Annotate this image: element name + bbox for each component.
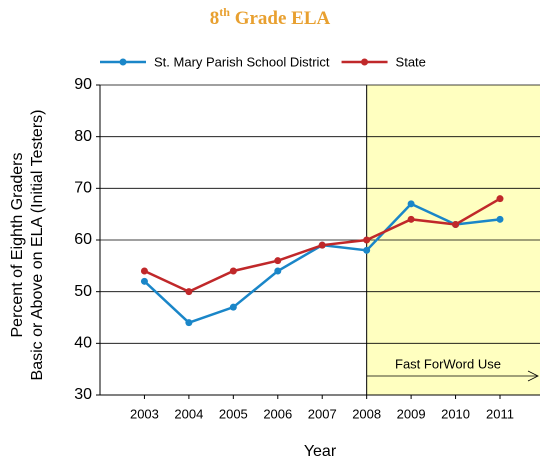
data-point <box>185 288 193 296</box>
y-tick-label: 40 <box>74 335 92 352</box>
y-tick-label: 90 <box>74 76 92 93</box>
x-tick-label: 2010 <box>441 406 470 421</box>
data-point <box>318 241 326 249</box>
data-point <box>229 303 237 311</box>
x-tick-label: 2005 <box>219 406 248 421</box>
x-tick-label: 2006 <box>263 406 292 421</box>
x-tick-label: 2003 <box>130 406 159 421</box>
x-tick-label: 2004 <box>174 406 203 421</box>
legend-marker <box>119 58 127 66</box>
y-tick-label: 80 <box>74 128 92 145</box>
legend-marker <box>361 58 369 66</box>
y-axis-label: Percent of Eighth Graders <box>9 153 26 338</box>
y-axis-label: Basic or Above on ELA (Initial Testers) <box>29 110 46 381</box>
data-point <box>185 319 193 327</box>
data-point <box>407 200 415 208</box>
legend-label: St. Mary Parish School District <box>154 54 330 69</box>
chart-title: 8th Grade ELA <box>210 5 331 30</box>
data-point <box>140 277 148 285</box>
data-point <box>452 221 460 228</box>
y-tick-label: 70 <box>74 180 92 197</box>
x-tick-label: 2009 <box>397 406 426 421</box>
x-tick-label: 2011 <box>486 406 514 421</box>
data-point <box>274 267 282 275</box>
y-tick-label: 60 <box>74 231 92 248</box>
data-point <box>140 267 148 275</box>
data-point <box>274 257 282 265</box>
x-axis-label: Year <box>304 443 337 460</box>
x-tick-label: 2007 <box>308 406 337 421</box>
y-tick-label: 30 <box>74 386 92 403</box>
annotation-arrowhead <box>527 370 539 382</box>
annotation: Fast ForWord Use <box>395 356 501 371</box>
data-point <box>363 236 371 244</box>
data-point <box>496 195 504 203</box>
data-point <box>496 215 504 223</box>
legend-label: State <box>396 54 426 69</box>
data-point <box>407 215 415 223</box>
x-tick-label: 2008 <box>352 406 381 421</box>
data-point <box>229 267 237 275</box>
data-point <box>363 246 371 254</box>
y-tick-label: 50 <box>74 283 92 300</box>
